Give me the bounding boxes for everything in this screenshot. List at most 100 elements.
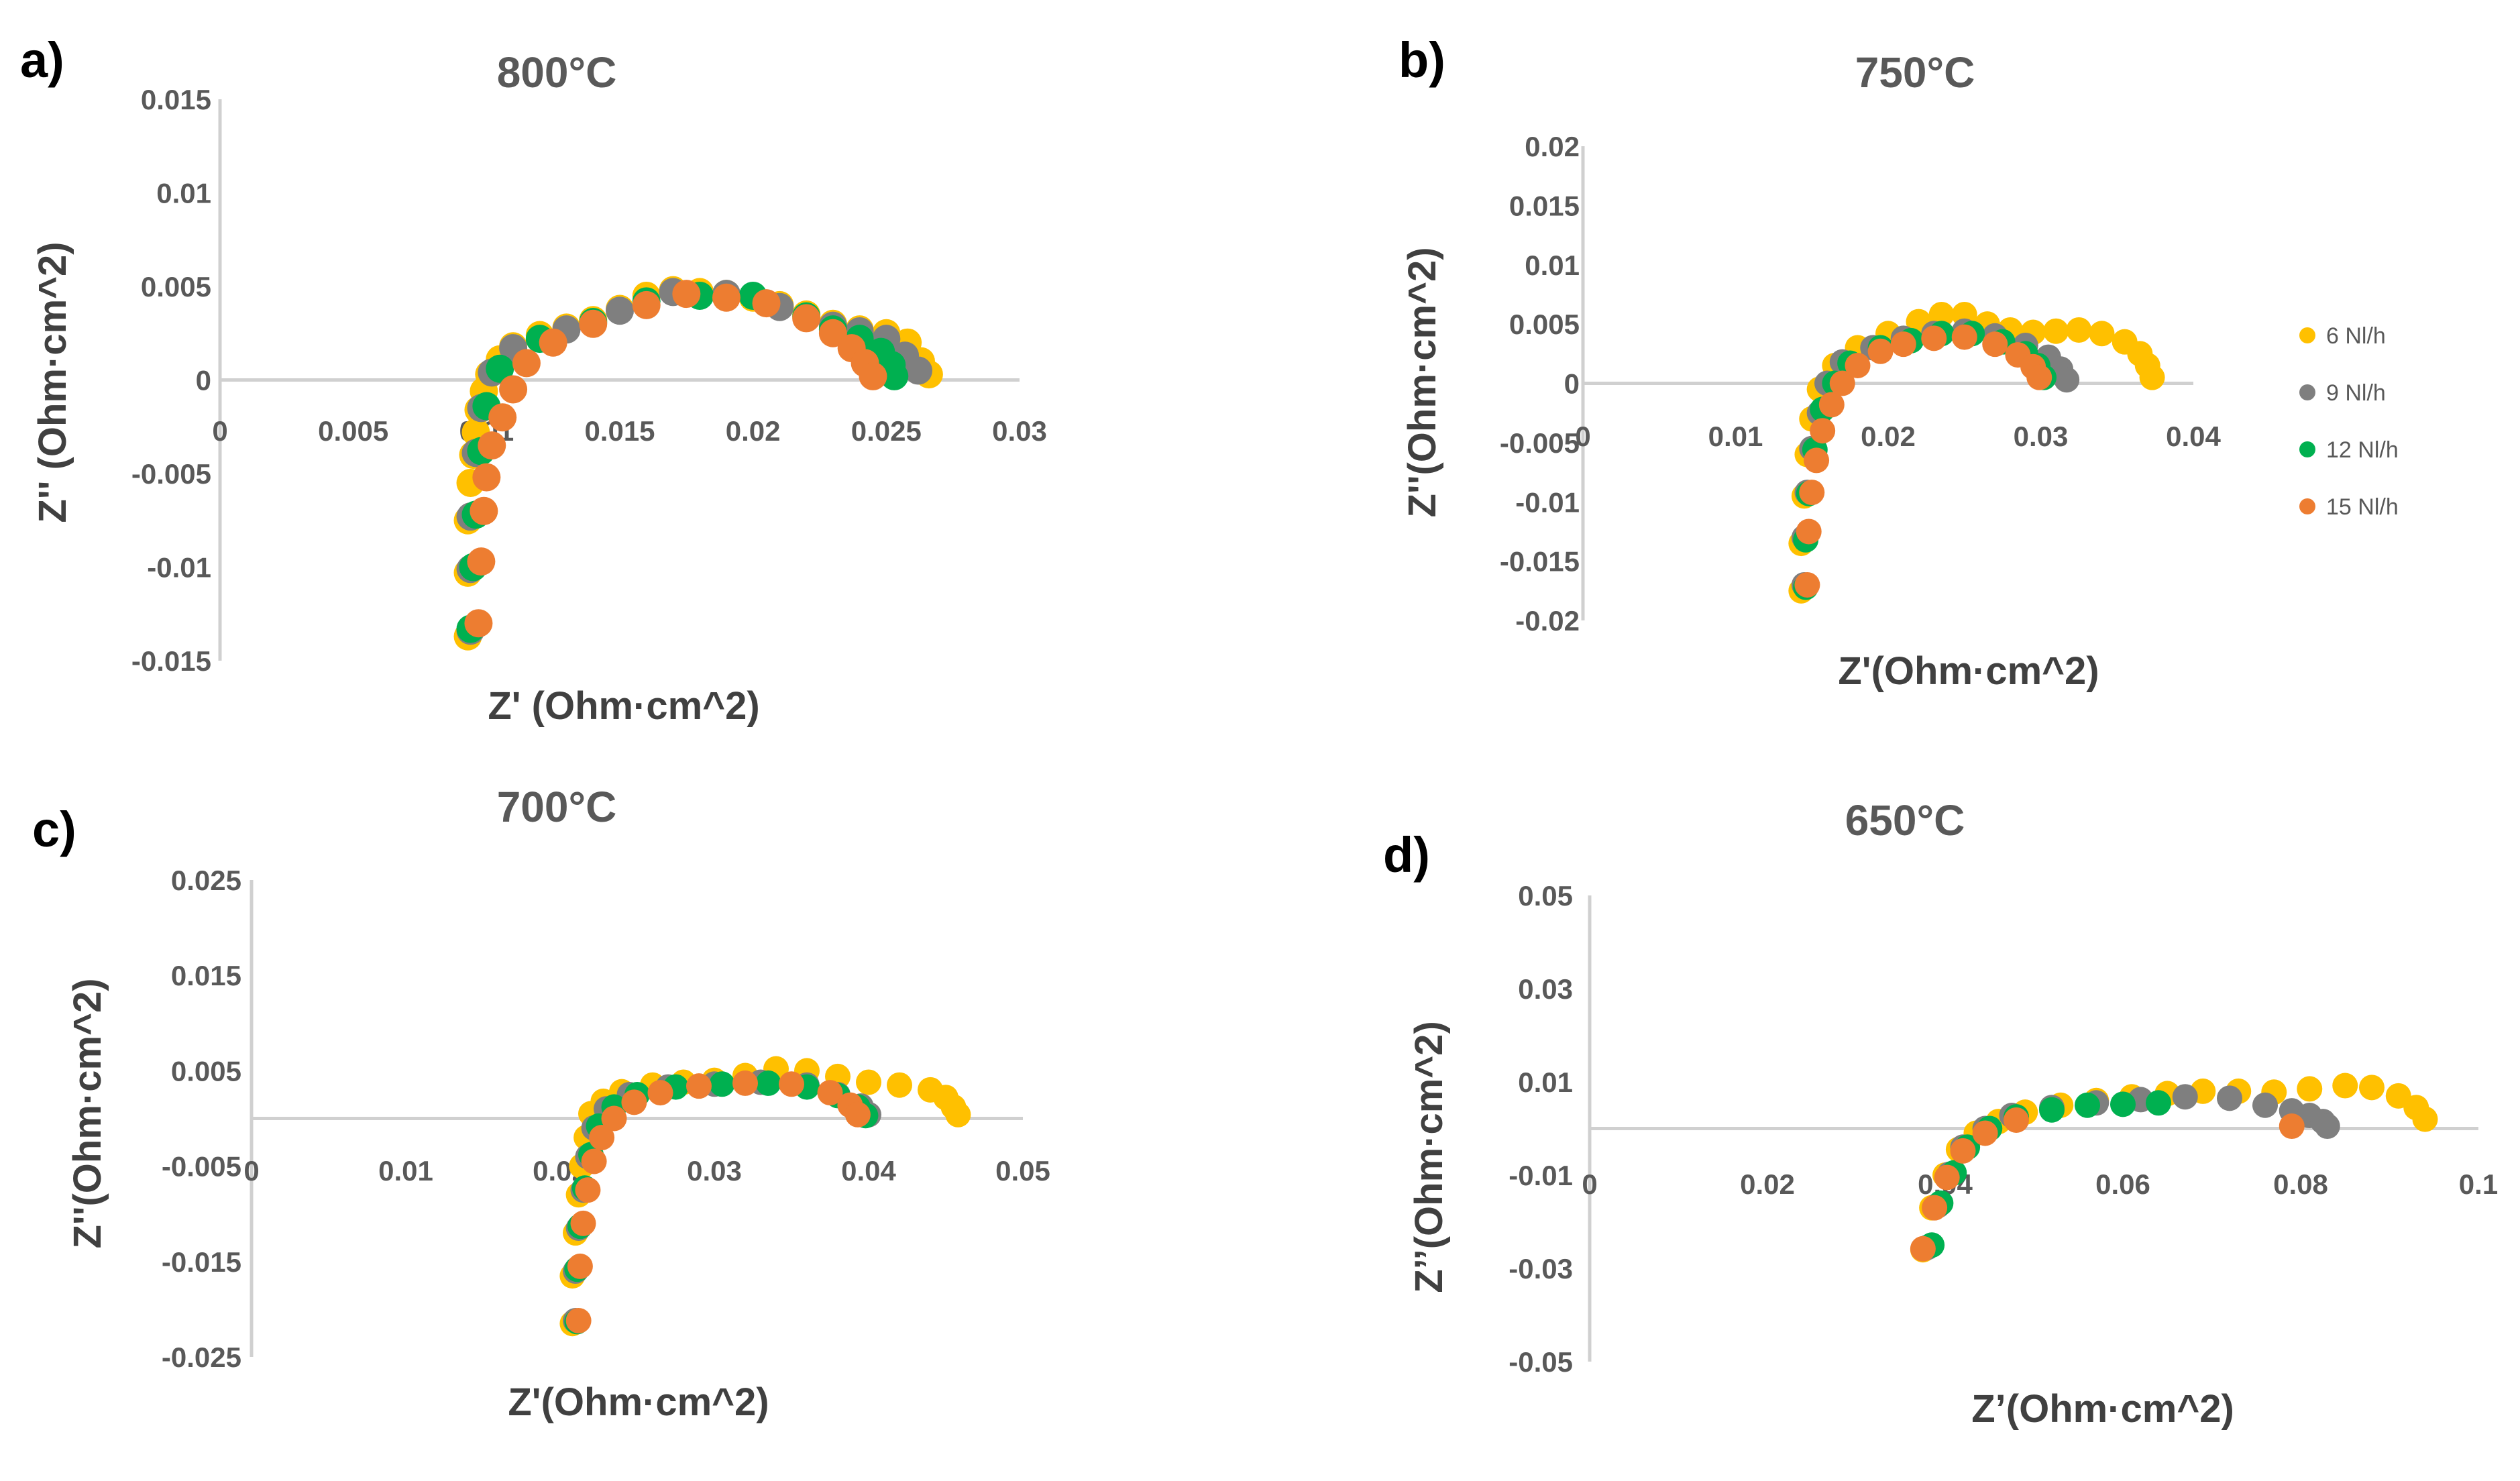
data-point <box>856 1069 881 1095</box>
data-point <box>601 1105 627 1132</box>
panel-b-y-tick-label: 0.02 <box>1525 131 1580 162</box>
data-point <box>2110 1091 2136 1117</box>
data-point <box>647 1080 673 1106</box>
panel-d: d) 650°C 00.020.040.060.080.10.050.030.0… <box>1383 796 2498 1431</box>
panel-a-x-tick-label: 0.015 <box>584 415 655 447</box>
data-point <box>472 463 501 492</box>
legend-label-12nlh: 12 Nl/h <box>2326 437 2399 463</box>
data-point <box>880 362 909 390</box>
panel-d-plot: 00.020.040.060.080.10.050.030.01-0.01-0.… <box>1509 880 2498 1378</box>
panel-c-label: c) <box>32 802 76 857</box>
data-point <box>2314 1113 2340 1140</box>
legend-marker-6nlh <box>2299 327 2315 343</box>
panel-a-title: 800°C <box>497 48 617 97</box>
data-point <box>1794 571 1820 598</box>
legend-item-6nlh: 6 Nl/h <box>2299 323 2386 349</box>
panel-d-y-tick-label: 0.05 <box>1518 880 1573 912</box>
panel-b-series-6nlh <box>1788 301 2165 604</box>
panel-a-series-15nlh <box>464 280 887 638</box>
data-point <box>2054 367 2080 393</box>
panel-a-x-axis-title: Z' (Ohm·cm^2) <box>488 684 759 728</box>
data-point <box>732 1070 758 1096</box>
data-point <box>945 1101 971 1128</box>
data-point <box>2146 1090 2171 1116</box>
panel-c-y-tick-label: 0.005 <box>171 1055 241 1087</box>
panel-b-y-tick-label: -0.005 <box>1500 427 1580 459</box>
panel-a-y-tick-label: 0.005 <box>141 271 211 303</box>
panel-d-label: d) <box>1383 827 1430 883</box>
panel-b-plot: 0 0.01 0.02 0.03 0.040.020.0150.010.0050-0.0… <box>1500 131 2222 637</box>
panel-b-y-tick-label: -0.02 <box>1515 605 1580 637</box>
panel-c-y-tick-label: 0.025 <box>171 865 241 896</box>
data-point <box>1890 331 1916 358</box>
panel-c: c) 700°C 0 0.01 0.02 0.03 0.04 0.050.0250.015… <box>32 783 1050 1424</box>
data-point <box>2252 1092 2278 1118</box>
data-point <box>904 356 933 385</box>
data-point <box>464 609 493 638</box>
legend-item-15nlh: 15 Nl/h <box>2299 494 2399 520</box>
panel-c-y-tick-label: 0.015 <box>171 960 241 991</box>
panel-c-x-axis-title: Z'(Ohm·cm^2) <box>508 1380 769 1424</box>
panel-b-y-axis-title: Z''(Ohm·cm^2) <box>1401 247 1444 517</box>
data-point <box>712 283 741 312</box>
legend-marker-12nlh <box>2299 441 2315 457</box>
data-point <box>2026 364 2052 390</box>
data-point <box>512 349 541 378</box>
panel-a-x-tick-label: 0.03 <box>992 415 1047 447</box>
panel-d-x-tick-label: 0.02 <box>1740 1168 1795 1200</box>
data-point <box>2297 1076 2323 1102</box>
panel-d-x-tick-label: 0.1 <box>2459 1168 2498 1200</box>
panel-a-y-tick-label: -0.01 <box>147 552 211 584</box>
data-point <box>1804 447 1830 474</box>
panel-c-x-tick-label: 0 <box>243 1155 259 1187</box>
legend-label-9nlh: 9 Nl/h <box>2326 380 2386 406</box>
data-point <box>859 362 887 390</box>
data-point <box>779 1071 804 1097</box>
data-point <box>817 1080 843 1106</box>
data-point <box>2066 317 2092 343</box>
panel-d-title: 650°C <box>1845 796 1965 844</box>
data-point <box>1934 1164 1960 1191</box>
panel-b-label: b) <box>1399 32 1445 88</box>
data-point <box>686 1073 712 1099</box>
data-point <box>1829 370 1855 396</box>
panel-a-y-axis-title: Z'' (Ohm·cm^2) <box>31 241 74 523</box>
data-point <box>887 1072 912 1098</box>
panel-b-y-tick-label: -0.015 <box>1500 546 1580 578</box>
data-point <box>1810 418 1836 444</box>
panel-b-x-tick-label: 0 <box>1575 421 1590 452</box>
panel-c-series-15nlh <box>565 1070 871 1333</box>
data-point <box>1972 1120 1998 1146</box>
panel-b-series-15nlh <box>1794 324 2052 598</box>
legend-label-15nlh: 15 Nl/h <box>2326 494 2399 520</box>
legend: 6 Nl/h 9 Nl/h 12 Nl/h 15 Nl/h <box>2299 323 2399 520</box>
legend-marker-9nlh <box>2299 384 2315 400</box>
panel-d-y-tick-label: 0.01 <box>1518 1066 1573 1098</box>
panel-a-plot: 00.0050.010.0150.020.0250.030.0150.010.0… <box>131 84 1047 677</box>
panel-a-x-tick-label: 0 <box>212 415 227 447</box>
data-point <box>581 1148 607 1174</box>
panel-c-y-tick-label: -0.015 <box>162 1246 241 1278</box>
data-point <box>499 375 528 404</box>
panel-b-y-tick-label: 0.015 <box>1509 190 1580 221</box>
data-point <box>1845 352 1871 378</box>
panel-a-label: a) <box>20 32 64 88</box>
data-point <box>1921 325 1947 351</box>
data-point <box>467 547 496 576</box>
panel-c-x-tick-label: 0.01 <box>378 1155 433 1187</box>
data-point <box>2332 1073 2358 1099</box>
data-point <box>606 296 634 325</box>
legend-label-6nlh: 6 Nl/h <box>2326 323 2386 349</box>
panel-a-x-tick-label: 0.005 <box>318 415 388 447</box>
panel-c-y-axis-title: Z''(Ohm·cm^2) <box>66 978 109 1248</box>
data-point <box>488 403 517 432</box>
panel-b-y-tick-label: 0.005 <box>1509 309 1580 340</box>
data-point <box>1951 324 1977 350</box>
data-point <box>2172 1084 2198 1110</box>
legend-marker-15nlh <box>2299 498 2315 514</box>
panel-b-x-tick-label: 0.04 <box>2166 421 2221 452</box>
data-point <box>570 1210 596 1236</box>
data-point <box>2039 1097 2065 1123</box>
data-point <box>478 431 506 460</box>
